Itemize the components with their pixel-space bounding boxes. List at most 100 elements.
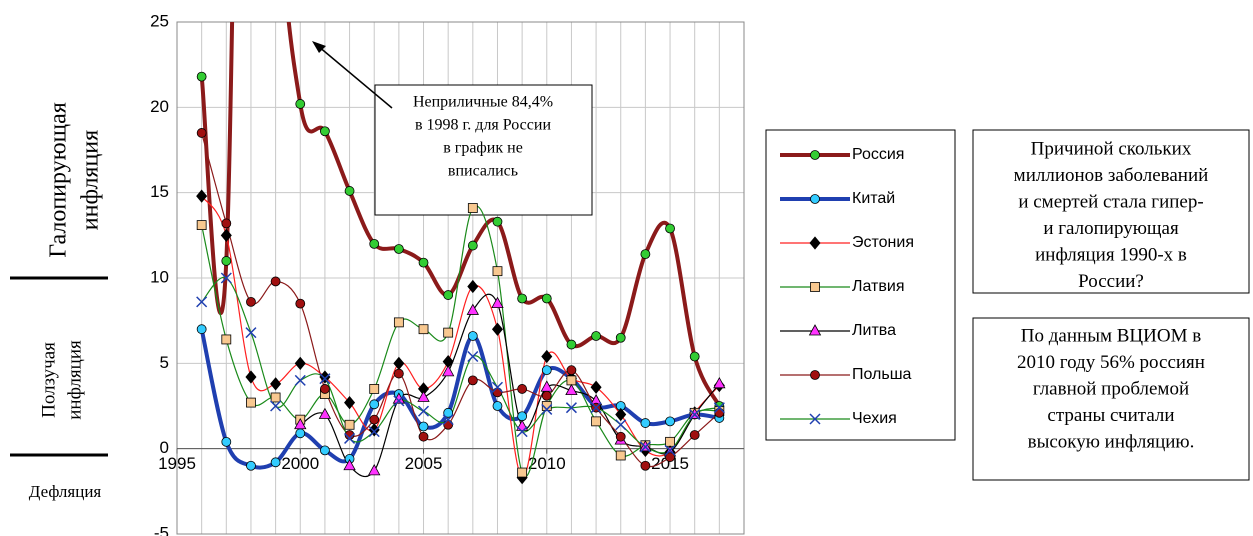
legend-label: Латвия — [852, 278, 904, 295]
gallop-label: Галопирующая — [46, 102, 72, 258]
marker — [517, 384, 528, 394]
marker — [196, 220, 207, 230]
y-tick-label: -5 — [154, 523, 169, 536]
question-text: миллионов заболеваний — [1014, 165, 1209, 186]
deflation-label: Дефляция — [29, 482, 102, 501]
marker — [615, 419, 627, 431]
marker — [196, 189, 208, 203]
marker — [221, 256, 232, 266]
marker — [492, 266, 503, 277]
marker — [810, 370, 820, 380]
marker — [665, 452, 675, 463]
marker — [517, 467, 528, 478]
marker — [665, 436, 675, 447]
marker — [566, 339, 577, 350]
marker — [640, 418, 651, 428]
marker — [640, 460, 651, 471]
marker — [294, 356, 306, 370]
marker — [615, 332, 626, 343]
marker — [492, 401, 503, 411]
marker — [809, 236, 821, 250]
note-text: Неприличные 84,4% — [413, 94, 553, 111]
marker — [343, 458, 356, 471]
marker — [541, 349, 553, 364]
marker — [443, 407, 454, 418]
poll-text: страны считали — [1047, 405, 1174, 426]
marker — [270, 276, 281, 287]
marker — [320, 445, 330, 456]
marker — [442, 414, 454, 426]
plot-frame — [176, 21, 745, 535]
y-tick-label: 0 — [160, 438, 169, 457]
marker — [196, 71, 207, 82]
x-tick-label: 2000 — [281, 454, 319, 473]
creep-label: инфляция — [64, 340, 85, 420]
marker — [295, 298, 306, 309]
marker — [665, 416, 675, 427]
marker — [270, 400, 282, 412]
marker — [590, 402, 602, 414]
marker — [467, 350, 479, 363]
marker — [714, 407, 725, 418]
marker — [467, 279, 479, 294]
marker — [565, 383, 578, 396]
note-text: в 1998 г. для России — [415, 117, 551, 134]
marker — [517, 411, 528, 422]
marker — [368, 464, 381, 476]
marker — [467, 331, 478, 341]
question-text: и смертей стала гипер- — [1018, 191, 1203, 212]
marker — [393, 368, 404, 379]
marker — [492, 216, 503, 227]
marker — [270, 377, 282, 391]
marker — [467, 203, 478, 213]
marker — [246, 296, 256, 307]
marker — [664, 444, 676, 456]
marker — [221, 436, 232, 447]
marker — [810, 194, 820, 204]
legend-label: Литва — [852, 322, 896, 339]
marker — [369, 238, 380, 249]
marker — [418, 324, 429, 335]
legend — [765, 129, 956, 441]
marker — [246, 460, 256, 471]
marker — [344, 395, 356, 410]
poll-text: высокую инфляцию. — [1028, 431, 1195, 452]
marker — [221, 334, 232, 345]
marker — [418, 257, 429, 268]
marker — [492, 387, 503, 398]
marker — [344, 186, 355, 196]
marker — [294, 374, 306, 386]
marker — [640, 249, 651, 260]
gallop-label: инфляция — [78, 130, 104, 230]
marker — [541, 293, 552, 304]
arrow — [317, 45, 393, 109]
question-box — [972, 129, 1250, 294]
poll-text: 2010 году 56% россиян — [1017, 352, 1205, 373]
marker — [713, 376, 726, 389]
question-text: и галопирующая — [1043, 218, 1179, 239]
marker — [220, 272, 232, 284]
marker — [196, 128, 207, 138]
marker — [540, 380, 553, 392]
question-text: России? — [1078, 271, 1144, 292]
marker — [393, 317, 404, 328]
x-tick-label: 2010 — [528, 454, 566, 473]
marker — [443, 327, 454, 338]
marker — [344, 430, 355, 440]
marker — [221, 218, 232, 229]
y-tick-label: 25 — [150, 11, 169, 30]
marker — [319, 373, 331, 385]
marker — [344, 432, 356, 444]
marker — [491, 296, 504, 309]
marker — [220, 228, 232, 242]
marker — [318, 407, 332, 419]
marker — [196, 296, 208, 308]
marker — [418, 421, 429, 432]
marker — [320, 126, 330, 137]
marker — [441, 365, 455, 377]
note-box — [374, 84, 593, 216]
marker — [810, 150, 820, 160]
y-tick-label: 20 — [150, 97, 169, 116]
marker — [443, 290, 454, 300]
marker — [369, 414, 380, 425]
